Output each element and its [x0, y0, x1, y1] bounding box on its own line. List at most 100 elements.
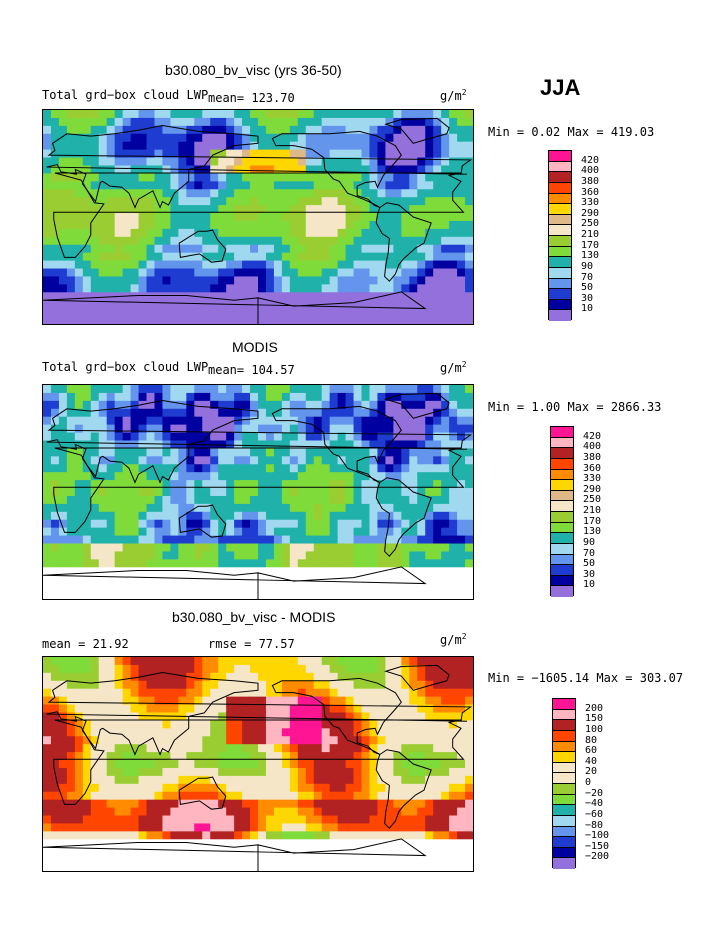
colorbar-swatch — [549, 310, 571, 321]
colorbar-swatch — [551, 586, 573, 597]
panel1-colorbar-labels: 420 400 380 360 330 290 250 210 170 130 90 70 50 30 10 — [581, 150, 621, 320]
colorbar-swatch — [551, 533, 573, 544]
panel2-units: g/m2 — [440, 360, 467, 375]
colorbar-tick-label: −20 — [585, 787, 604, 799]
panel3-rmse: rmse = 77.57 — [208, 637, 295, 651]
colorbar-swatch — [549, 214, 571, 226]
coastline — [384, 392, 450, 419]
coastline — [178, 504, 227, 538]
colorbar-swatch — [553, 699, 575, 710]
colorbar-tick-label: −80 — [585, 819, 604, 831]
colorbar-tick-label: 170 — [583, 515, 602, 527]
colorbar-tick-label: 250 — [583, 494, 602, 506]
colorbar-swatch — [549, 246, 571, 258]
colorbar-tick-label: 380 — [581, 175, 600, 187]
coastline — [46, 671, 473, 756]
colorbar-tick-label: 210 — [581, 229, 600, 240]
panel1-colorbar — [548, 150, 572, 321]
colorbar-tick-label: −40 — [585, 798, 604, 810]
colorbar-tick-label: 290 — [581, 207, 600, 219]
colorbar-tick-label: 90 — [583, 536, 596, 548]
coastline — [46, 399, 473, 484]
colorbar-tick-label: 90 — [581, 260, 594, 272]
colorbar-tick-label: 50 — [581, 282, 594, 294]
colorbar-swatch — [551, 490, 573, 502]
coastline — [384, 117, 450, 144]
colorbar-tick-label: 80 — [585, 734, 598, 746]
colorbar-tick-label: 420 — [583, 430, 602, 442]
coastline — [271, 130, 402, 208]
coastline — [375, 202, 432, 282]
colorbar-tick-label: −100 — [585, 830, 610, 842]
colorbar-tick-label: −200 — [585, 851, 610, 863]
colorbar-swatch — [549, 257, 571, 268]
colorbar-tick-label: −150 — [585, 840, 610, 852]
coastline — [384, 664, 450, 691]
coastline — [53, 447, 465, 533]
colorbar-tick-label: 360 — [583, 462, 602, 474]
colorbar-tick-label: 150 — [585, 713, 604, 725]
colorbar-swatch — [553, 847, 575, 859]
colorbar-swatch — [549, 204, 571, 215]
colorbar-swatch — [549, 267, 571, 279]
colorbar-swatch — [549, 172, 571, 183]
colorbar-swatch — [553, 837, 575, 848]
colorbar-swatch — [553, 730, 575, 742]
colorbar-swatch — [553, 794, 575, 806]
panel2-mean: mean= 104.57 — [208, 363, 295, 377]
colorbar-tick-label: 210 — [583, 505, 602, 516]
season-label: JJA — [540, 75, 581, 100]
colorbar-swatch — [551, 458, 573, 470]
colorbar-swatch — [551, 512, 573, 523]
panel1-mean: mean= 123.70 — [208, 91, 295, 105]
colorbar-swatch — [551, 469, 573, 481]
colorbar-tick-label: 400 — [583, 441, 602, 453]
colorbar-swatch — [553, 805, 575, 816]
colorbar-swatch — [551, 501, 573, 512]
colorbar-tick-label: −60 — [585, 808, 604, 820]
coastline — [271, 405, 402, 483]
colorbar-tick-label: 50 — [583, 558, 596, 570]
colorbar-swatch — [551, 522, 573, 534]
colorbar-swatch — [553, 720, 575, 731]
colorbar-swatch — [553, 762, 575, 774]
panel3-mean: mean = 21.92 — [42, 637, 129, 651]
panel3-colorbar-labels: 200 150 100 80 60 40 20 0 −20 −40 −60 −80 −100 −150 −2… — [585, 698, 629, 868]
coastline — [43, 838, 427, 871]
colorbar-swatch — [551, 480, 573, 491]
panel1-units: g/m2 — [440, 88, 467, 103]
colorbar-swatch — [551, 448, 573, 459]
panel2-minmax: Min = 1.00 Max = 2866.33 — [488, 400, 662, 414]
coastline — [53, 172, 465, 258]
coastline — [46, 124, 473, 209]
colorbar-swatch — [551, 554, 573, 566]
panel2-map — [42, 384, 474, 600]
colorbar-swatch — [553, 752, 575, 763]
colorbar-swatch — [553, 741, 575, 753]
colorbar-tick-label: 60 — [585, 745, 598, 757]
colorbar-tick-label: 100 — [585, 723, 604, 735]
colorbar-tick-label: 10 — [583, 579, 596, 591]
panel3-title: b30.080_bv_visc - MODIS — [172, 609, 336, 625]
colorbar-swatch — [553, 784, 575, 795]
coastline — [53, 719, 465, 805]
colorbar-tick-label: 40 — [585, 755, 598, 767]
colorbar-swatch — [549, 161, 571, 173]
colorbar-swatch — [553, 826, 575, 838]
panel1-map — [42, 109, 474, 325]
panel2-colorbar — [550, 426, 574, 597]
colorbar-swatch — [549, 193, 571, 205]
colorbar-tick-label: 330 — [581, 197, 600, 209]
colorbar-swatch — [549, 236, 571, 247]
colorbar-tick-label: 250 — [581, 218, 600, 230]
coastline — [43, 291, 427, 324]
panel2-title: MODIS — [232, 339, 278, 355]
colorbar-swatch — [551, 543, 573, 555]
colorbar-tick-label: 0 — [585, 777, 592, 788]
coastline — [375, 749, 432, 829]
colorbar-swatch — [549, 182, 571, 194]
colorbar-swatch — [551, 565, 573, 576]
colorbar-tick-label: 200 — [585, 702, 604, 714]
panel1-title: b30.080_bv_visc (yrs 36-50) — [165, 62, 342, 78]
coastline — [271, 677, 402, 755]
